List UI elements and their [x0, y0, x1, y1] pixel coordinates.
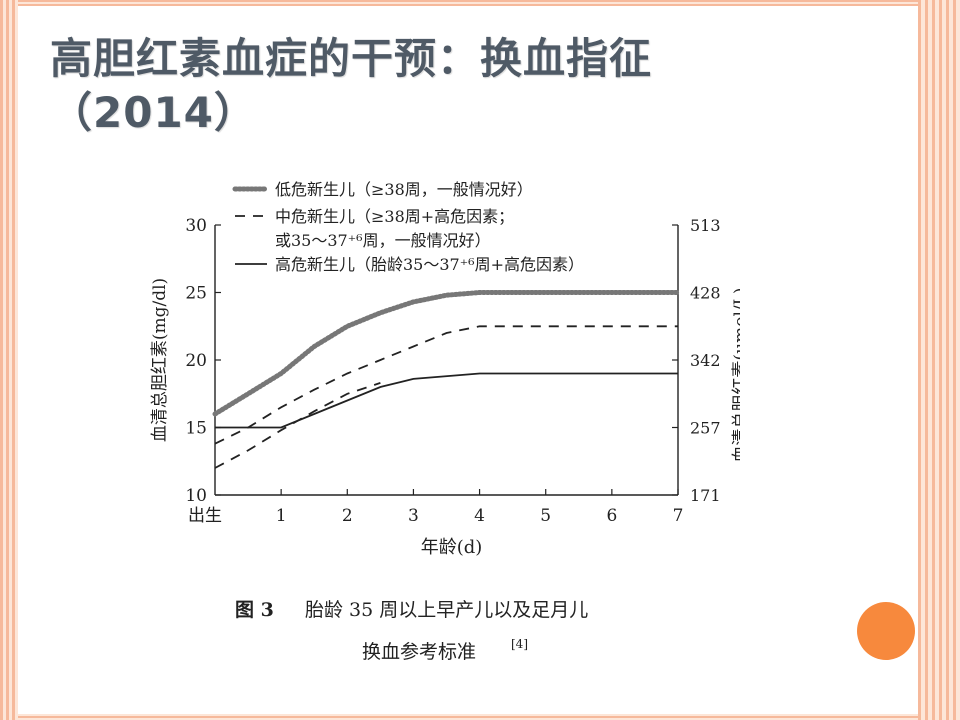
right-y-tick-label: 428: [690, 284, 721, 303]
series-line-dashed: [214, 382, 381, 469]
x-axis-title: 年龄(d): [421, 537, 483, 558]
series-line-dashed: [214, 325, 678, 445]
left-y-axis-title: 血清总胆红素(mg/dl): [150, 278, 170, 442]
legend-label: 中危新生儿（≥38周+高危因素；: [275, 207, 514, 226]
left-y-tick-label: 10: [185, 486, 207, 506]
chart-labels: 10 15 20 25 30 171 257 342 428 513 出生 1 2 3 4 5 6 7 年龄(d) 血…: [150, 216, 740, 558]
x-tick-label: 3: [408, 506, 419, 526]
right-y-tick-label: 257: [690, 419, 721, 438]
left-y-tick-label: 30: [185, 216, 207, 236]
legend-label: 高危新生儿（胎龄35～37⁺⁶周+高危因素）: [275, 255, 584, 274]
x-tick-label: 6: [606, 506, 617, 526]
slide-title-line1: 高胆红素血症的干预：换血指征: [50, 34, 653, 83]
x-tick-label: 7: [673, 506, 684, 526]
bottom-border-decoration: [18, 714, 918, 720]
x-tick-label: 出生: [188, 506, 222, 526]
right-y-tick-label: 513: [690, 216, 721, 235]
left-border-decoration: [0, 0, 18, 720]
right-border-decoration: [918, 0, 960, 720]
left-y-tick-label: 20: [185, 351, 207, 371]
x-tick-label: 1: [276, 506, 287, 526]
series-line-solid: [215, 372, 678, 429]
left-y-tick-label: 15: [185, 419, 207, 439]
legend-label: 低危新生儿（≥38周，一般情况好）: [275, 180, 533, 199]
chart-series: [212, 290, 681, 469]
right-y-tick-label: 342: [690, 351, 721, 370]
x-tick-label: 5: [540, 506, 551, 526]
slide-title-line2: （2014）: [50, 88, 257, 137]
left-y-tick-label: 25: [185, 284, 207, 304]
series-line-dotted: [212, 290, 681, 417]
decorative-orange-circle: [857, 602, 915, 660]
caption-figure-number: 图 3: [235, 599, 274, 621]
caption-reference: [4]: [511, 637, 528, 651]
bilirubin-chart: 低危新生儿（≥38周，一般情况好） 中危新生儿（≥38周+高危因素； 或35～37⁺…: [150, 180, 740, 663]
slide-title: 高胆红素血症的干预：换血指征 （2014）: [50, 32, 870, 140]
x-tick-label: 2: [342, 506, 353, 526]
caption-line1: 胎龄 35 周以上早产儿以及足月儿: [305, 599, 588, 621]
chart-legend: 低危新生儿（≥38周，一般情况好） 中危新生儿（≥38周+高危因素； 或35～37⁺…: [232, 180, 584, 274]
caption-line2: 换血参考标准: [362, 641, 476, 663]
legend-label-line2: 或35～37⁺⁶周，一般情况好）: [275, 231, 491, 250]
top-border-decoration: [18, 0, 918, 6]
right-y-tick-label: 171: [690, 486, 721, 505]
right-y-axis-title: 血清总胆红素(μmol/L): [731, 287, 740, 462]
x-tick-label: 4: [474, 506, 485, 526]
